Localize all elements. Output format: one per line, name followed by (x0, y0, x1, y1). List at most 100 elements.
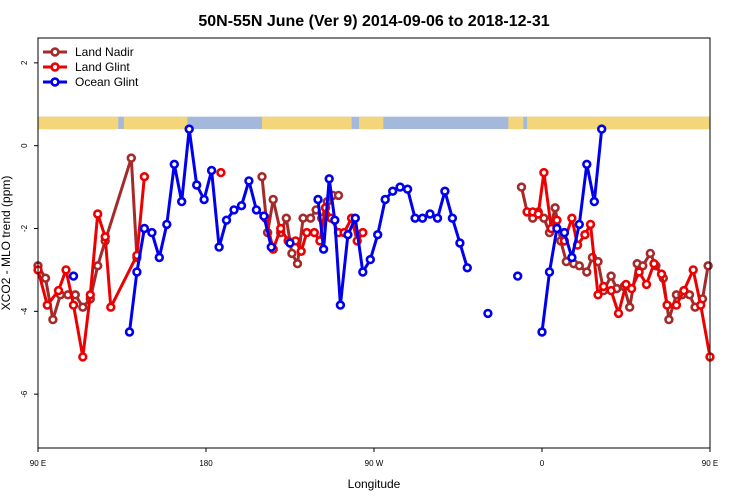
data-point (641, 279, 652, 290)
data-point (624, 302, 635, 312)
data-point (139, 223, 150, 234)
data-point (42, 300, 52, 310)
data-point (596, 124, 607, 134)
data-point (169, 159, 180, 170)
data-point (645, 248, 655, 259)
data-point (358, 227, 368, 238)
data-point (425, 209, 435, 219)
legend-marker (50, 62, 60, 72)
band-land (38, 116, 119, 130)
data-point (343, 230, 353, 240)
data-point (358, 267, 368, 277)
series-ocean-glint (68, 124, 607, 337)
data-point (402, 184, 413, 194)
data-point (664, 314, 674, 325)
y-tick-label: -2 (20, 224, 29, 232)
series-line (36, 156, 139, 322)
data-point (281, 213, 291, 223)
x-axis-label: Longitude (348, 477, 401, 491)
data-point (544, 267, 555, 277)
y-axis: 2 0 -2 -4 -6 (20, 60, 38, 398)
data-point (313, 194, 323, 205)
data-point (68, 271, 79, 281)
data-point (516, 182, 527, 192)
data-point (533, 209, 543, 219)
data-point (305, 213, 316, 223)
data-point (539, 167, 549, 178)
legend-label: Land Nadir (75, 45, 134, 59)
data-point (92, 261, 103, 271)
x-tick-label: 180 (199, 459, 213, 468)
data-point (567, 252, 577, 263)
y-tick-label: 2 (20, 60, 29, 65)
data-point (139, 172, 150, 182)
data-point (410, 213, 420, 223)
data-point (276, 223, 286, 234)
data-point (695, 300, 706, 310)
data-point (567, 213, 577, 223)
data-point (309, 227, 319, 238)
data-point (585, 219, 596, 230)
data-point (251, 205, 262, 215)
band-land (527, 116, 710, 130)
data-point (257, 172, 267, 182)
data-point (440, 186, 450, 196)
data-point (574, 261, 584, 271)
data-point (598, 281, 609, 292)
data-point (106, 302, 116, 312)
data-point (671, 300, 682, 310)
data-point (236, 201, 247, 211)
x-tick-label: 90 E (30, 459, 46, 468)
data-point (285, 238, 295, 248)
data-point (417, 213, 428, 223)
x-axis: 90 E 180 90 W 0 90 E (30, 448, 718, 468)
series-layer (33, 124, 715, 362)
land-ocean-band (38, 116, 710, 130)
data-point (582, 159, 592, 170)
data-point (61, 265, 71, 275)
data-point (626, 283, 637, 294)
y-tick-label: -4 (20, 307, 29, 315)
data-point (229, 205, 239, 215)
data-point (606, 271, 616, 281)
data-point (68, 300, 79, 310)
data-point (92, 209, 103, 219)
data-point (126, 153, 137, 163)
data-point (302, 227, 312, 238)
data-point (447, 213, 458, 223)
data-point (679, 285, 689, 296)
data-point (216, 167, 226, 178)
data-point (662, 300, 672, 310)
data-point (335, 300, 346, 310)
data-point (512, 271, 523, 281)
x-tick-label: 90 E (702, 459, 718, 468)
data-point (552, 223, 562, 234)
data-point (432, 213, 443, 223)
data-point (100, 232, 110, 242)
data-point (380, 194, 390, 205)
data-point (206, 165, 217, 176)
data-point (296, 246, 306, 257)
data-point (48, 314, 58, 325)
data-point (78, 302, 88, 312)
data-point (613, 308, 624, 319)
data-point (298, 213, 308, 223)
data-point (483, 308, 493, 319)
data-point (268, 194, 278, 205)
data-point (688, 265, 698, 275)
data-point (147, 227, 157, 238)
data-point (124, 327, 135, 337)
y-axis-label: XCO2 - MLO trend (ppm) (0, 176, 13, 311)
data-point (330, 215, 340, 225)
series-line (316, 177, 469, 307)
data-point (214, 242, 224, 252)
data-point (324, 174, 334, 184)
data-point (373, 230, 383, 240)
data-point (559, 227, 570, 238)
data-point (259, 211, 269, 221)
y-tick-label: -6 (20, 390, 29, 398)
band-land (508, 116, 524, 130)
